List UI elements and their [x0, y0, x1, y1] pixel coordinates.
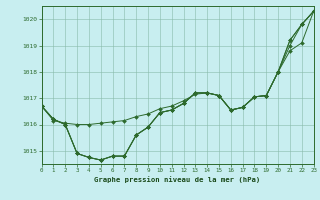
X-axis label: Graphe pression niveau de la mer (hPa): Graphe pression niveau de la mer (hPa): [94, 176, 261, 183]
